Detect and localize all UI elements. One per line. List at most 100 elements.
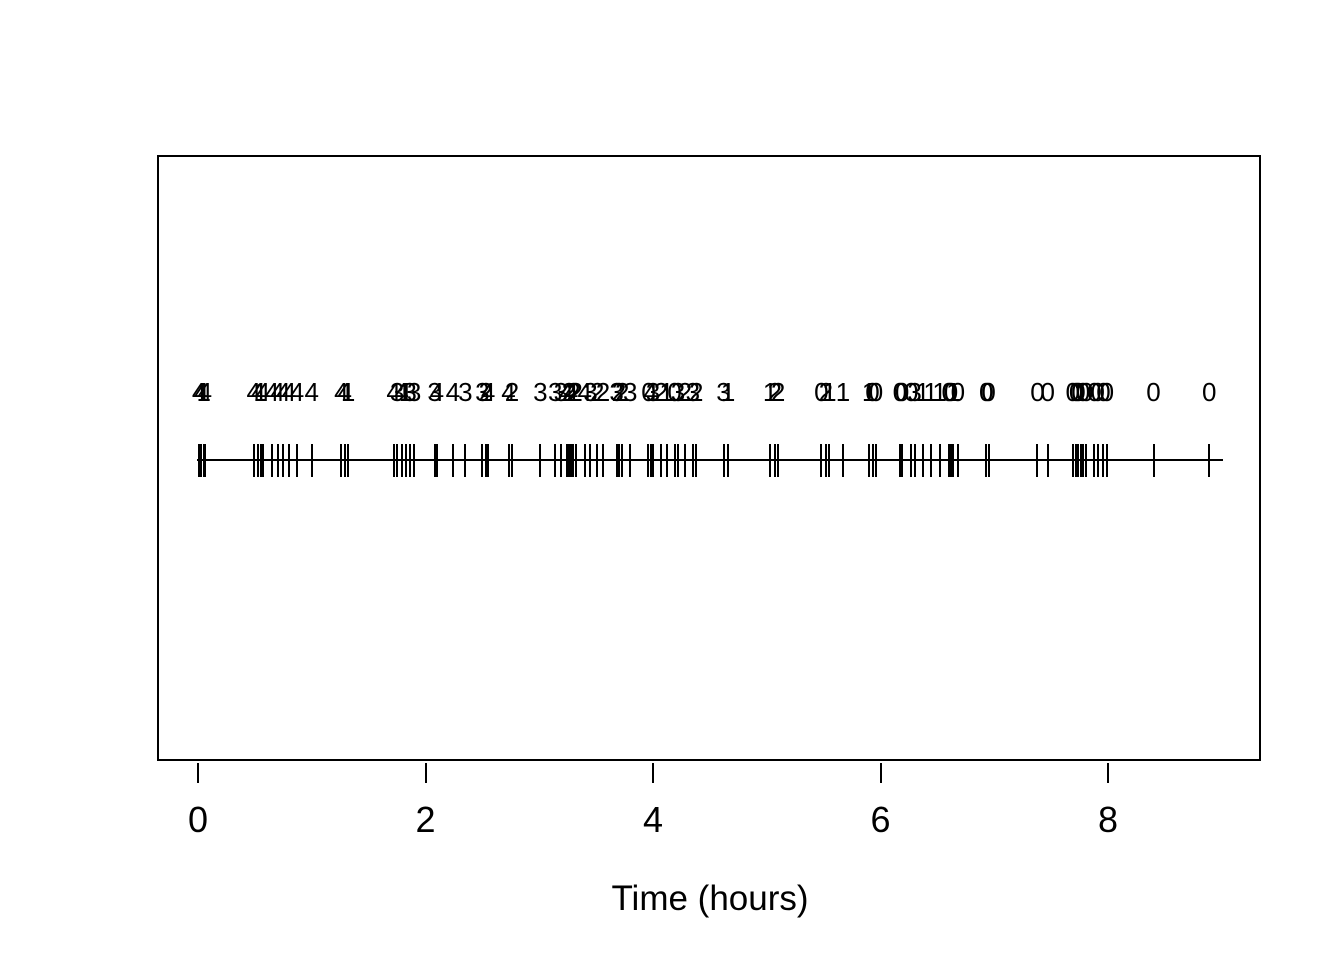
- event-tick: [773, 444, 776, 477]
- event-tick: [507, 444, 510, 477]
- event-tick: [617, 444, 620, 477]
- event-mark-label: 4: [251, 377, 266, 407]
- event-tick: [1071, 444, 1074, 477]
- event-mark-label: 3: [475, 377, 490, 407]
- event-mark-label: 3: [716, 377, 731, 407]
- event-tick: [1152, 444, 1155, 477]
- event-tick: [1036, 444, 1039, 477]
- event-mark-label: 4: [194, 377, 209, 407]
- event-tick: [435, 444, 438, 477]
- event-mark-label: 0: [1096, 377, 1111, 407]
- event-tick: [659, 444, 662, 477]
- event-tick: [1096, 444, 1099, 477]
- event-tick: [589, 444, 592, 477]
- event-tick: [1075, 444, 1078, 477]
- event-mark-label: 0: [1079, 377, 1094, 407]
- event-tick: [596, 444, 599, 477]
- event-mark-label: 0: [1146, 377, 1161, 407]
- event-mark-label: 4: [429, 377, 445, 407]
- event-mark-label: 4: [270, 377, 285, 407]
- event-mark-label: 1: [923, 377, 938, 407]
- event-mark-label: 3: [427, 377, 442, 407]
- event-tick: [898, 444, 901, 477]
- event-mark-label: 2: [653, 377, 669, 407]
- event-mark-label: 1: [340, 377, 356, 407]
- x-axis-tick-label: 6: [870, 799, 891, 840]
- event-mark-label: 1: [762, 377, 778, 407]
- event-tick: [451, 444, 454, 477]
- x-axis-title: Time (hours): [611, 879, 809, 918]
- event-tick: [691, 444, 694, 477]
- event-mark-label: 2: [688, 377, 704, 407]
- event-mark-label: 2: [478, 377, 494, 407]
- event-mark-label: 4: [246, 377, 261, 407]
- event-mark-label: 2: [615, 377, 630, 407]
- event-mark-label: 2: [767, 377, 782, 407]
- event-mark-label: 0: [667, 377, 682, 407]
- event-mark-label: 4: [394, 377, 409, 407]
- event-tick: [282, 444, 285, 477]
- x-axis-tick: [197, 763, 199, 783]
- event-mark-label: 2: [561, 377, 577, 407]
- event-mark-label: 0: [903, 377, 919, 407]
- plot-area: [157, 155, 1261, 761]
- event-mark-label: 2: [590, 377, 605, 407]
- event-mark-label: 1: [932, 377, 947, 407]
- event-mark-label: 3: [533, 377, 548, 407]
- event-tick: [722, 444, 725, 477]
- event-tick: [601, 444, 604, 477]
- event-mark-label: 3: [402, 377, 417, 407]
- event-mark-label: 4: [264, 377, 280, 407]
- x-axis-tick: [1107, 763, 1109, 783]
- event-tick: [695, 444, 698, 477]
- event-tick: [950, 444, 953, 477]
- event-tick: [572, 444, 575, 477]
- event-tick: [559, 444, 562, 477]
- event-mark-label: 3: [907, 377, 922, 407]
- event-tick: [985, 444, 988, 477]
- x-axis-tick-label: 2: [415, 799, 436, 840]
- event-tick: [727, 444, 730, 477]
- event-mark-label: 0: [814, 377, 829, 407]
- event-mark-label: 0: [1068, 377, 1084, 407]
- event-tick: [270, 444, 273, 477]
- event-tick: [665, 444, 668, 477]
- event-mark-label: 0: [641, 377, 656, 407]
- event-mark-label: 4: [577, 377, 592, 407]
- event-tick: [1046, 444, 1049, 477]
- event-mark-label: 0: [1099, 377, 1115, 407]
- event-mark-label: 3: [553, 377, 569, 407]
- event-mark-label: 0: [1087, 377, 1102, 407]
- event-mark-label: 0: [1202, 377, 1217, 407]
- event-tick: [396, 444, 399, 477]
- event-mark-label: 1: [915, 377, 930, 407]
- event-tick: [1105, 444, 1108, 477]
- event-tick: [347, 444, 350, 477]
- event-mark-label: 0: [1090, 377, 1105, 407]
- event-tick: [583, 444, 586, 477]
- event-tick: [868, 444, 871, 477]
- event-mark-label: 4: [281, 377, 297, 407]
- event-tick: [481, 444, 484, 477]
- event-mark-label: 0: [941, 377, 956, 407]
- event-mark-label: 1: [253, 377, 268, 407]
- event-tick: [574, 444, 577, 477]
- event-tick: [1079, 444, 1082, 477]
- event-mark-label: 4: [334, 377, 349, 407]
- event-tick: [1102, 444, 1105, 477]
- event-mark-label: 3: [623, 377, 638, 407]
- event-tick: [539, 444, 542, 477]
- event-mark-label: 0: [868, 377, 884, 407]
- event-mark-label: 4: [304, 377, 319, 407]
- event-mark-label: 4: [445, 377, 461, 407]
- event-tick: [956, 444, 959, 477]
- x-axis-tick: [879, 763, 882, 783]
- event-mark-label: 4: [643, 377, 658, 407]
- event-tick: [677, 444, 680, 477]
- event-mark-label: 1: [822, 377, 837, 407]
- event-mark-label: 1: [720, 377, 736, 407]
- event-mark-label: 0: [865, 377, 880, 407]
- event-tick: [400, 444, 403, 477]
- event-tick: [901, 444, 904, 477]
- event-mark-label: 2: [566, 377, 581, 407]
